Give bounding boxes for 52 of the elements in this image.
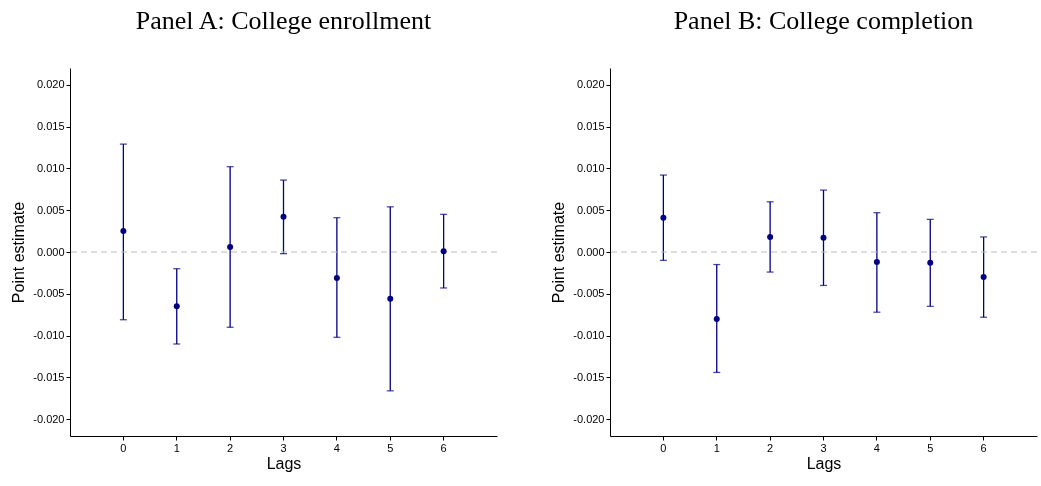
x-tick-label: 3 [820,441,827,454]
point [980,274,987,281]
point [333,274,340,281]
x-tick-label: 6 [980,441,987,454]
x-axis-title: Lags [806,454,842,472]
point [660,214,667,221]
y-tick-label: -0.010 [33,329,65,342]
x-tick-label: 1 [173,441,180,454]
point [120,228,127,235]
y-tick-label: -0.015 [33,370,65,383]
point [387,295,394,302]
y-tick-label: -0.010 [573,329,605,342]
point [173,303,180,310]
y-tick-label: -0.005 [573,287,605,300]
chart-title: Panel B: College completion [673,6,974,35]
x-tick-label: 1 [713,441,720,454]
point [873,259,880,266]
y-tick-label: -0.020 [33,412,65,425]
y-tick-label: -0.005 [33,287,65,300]
point [227,243,234,250]
point [927,259,934,266]
y-tick-label: 0.000 [36,245,65,258]
y-tick-label: 0.005 [576,203,605,216]
point [820,234,827,241]
x-tick-label: 6 [440,441,447,454]
y-tick-label: 0.005 [36,203,65,216]
point [713,315,720,322]
y-tick-label: 0.010 [576,161,605,174]
y-axis-title: Point estimate [10,201,28,304]
y-tick-label: 0.020 [36,78,65,91]
x-tick-label: 5 [927,441,934,454]
point [767,233,774,240]
x-tick-label: 2 [227,441,234,454]
x-tick-label: 0 [120,441,127,454]
y-axis-title: Point estimate [550,201,568,304]
x-tick-label: 3 [280,441,287,454]
point [280,213,287,220]
y-tick-label: 0.015 [36,120,65,133]
x-axis-title: Lags [266,454,302,472]
x-tick-label: 0 [660,441,667,454]
y-tick-label: 0.010 [36,161,65,174]
chart-title: Panel A: College enrollment [135,6,432,35]
point [440,248,447,255]
x-tick-label: 4 [873,441,880,454]
y-tick-label: 0.020 [576,78,605,91]
y-tick-label: 0.000 [576,245,605,258]
x-tick-label: 4 [333,441,340,454]
x-tick-label: 5 [387,441,394,454]
y-tick-label: 0.015 [576,120,605,133]
y-tick-label: -0.015 [573,370,605,383]
y-tick-label: -0.020 [573,412,605,425]
x-tick-label: 2 [767,441,774,454]
